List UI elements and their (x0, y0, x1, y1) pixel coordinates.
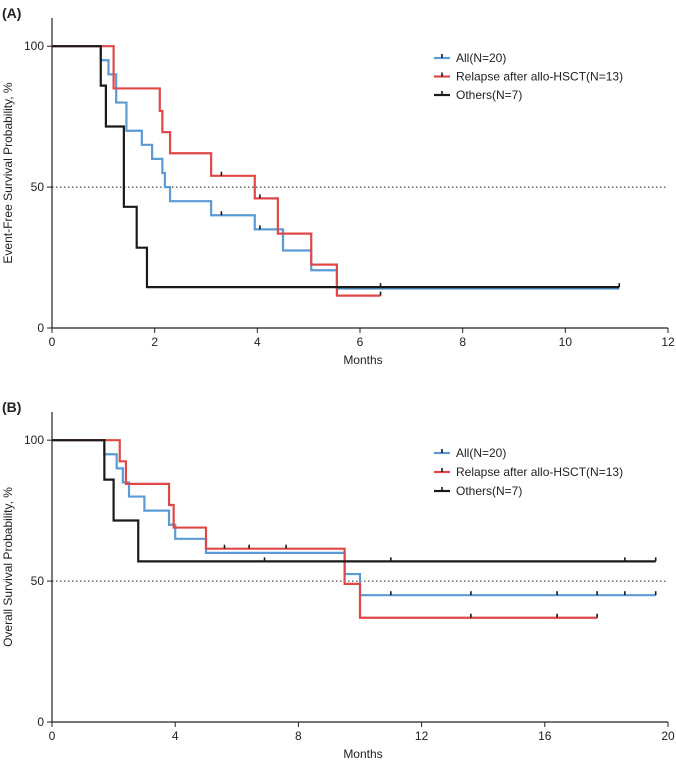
legend-item-relapse-after-allo-hsct-n-13: Relapse after allo-HSCT(N=13) (434, 70, 623, 84)
legend: All(N=20) Relapse after allo-HSCT(N=13) Ot… (434, 446, 623, 498)
y-tick-label: 50 (31, 574, 45, 588)
legend-item-relapse-after-allo-hsct-n-13: Relapse after allo-HSCT(N=13) (434, 465, 623, 479)
legend-label: Relapse after allo-HSCT(N=13) (456, 70, 623, 84)
survival-curve-all-n-20 (52, 439, 656, 597)
y-tick-label: 100 (24, 433, 44, 447)
panel-a-event-free-survival: (A) 0 2 4 6 8 10 12 0 50 100 Months Event-Free Surv… (1, 5, 675, 367)
x-tick-label: 8 (295, 729, 302, 743)
y-tick-label: 0 (37, 321, 44, 335)
y-axis-title: Overall Survival Probability, % (1, 487, 15, 647)
legend-item-all-n-20: All(N=20) (434, 446, 506, 460)
panel-a-label: (A) (2, 5, 21, 21)
survival-curve-relapse-after-allo-hsct-n-13 (52, 45, 381, 297)
legend-label: Others(N=7) (456, 484, 522, 498)
survival-curve-others-n-7 (52, 45, 620, 289)
legend-item-others-n-7: Others(N=7) (434, 88, 522, 102)
legend: All(N=20) Relapse after allo-HSCT(N=13) Ot… (434, 51, 623, 102)
x-tick-label: 10 (559, 335, 573, 349)
series-all-n-20 (52, 439, 657, 597)
legend-item-all-n-20: All(N=20) (434, 51, 506, 65)
x-tick-label: 0 (49, 729, 56, 743)
legend-label: Relapse after allo-HSCT(N=13) (456, 465, 623, 479)
x-tick-label: 12 (661, 335, 675, 349)
x-axis-title: Months (343, 353, 382, 367)
x-tick-label: 2 (151, 335, 158, 349)
y-axis-title: Event-Free Survival Probability, % (1, 82, 15, 264)
series-relapse-after-allo-hsct-n-13 (52, 439, 598, 619)
legend-label: Others(N=7) (456, 88, 522, 102)
legend-label: All(N=20) (456, 51, 506, 65)
series-others-n-7 (52, 439, 657, 563)
series-relapse-after-allo-hsct-n-13 (52, 45, 382, 297)
survival-curve-others-n-7 (52, 439, 656, 563)
series-all-n-20 (52, 45, 620, 290)
x-tick-label: 20 (661, 729, 675, 743)
x-tick-label: 6 (357, 335, 364, 349)
x-tick-label: 16 (538, 729, 552, 743)
x-tick-label: 4 (172, 729, 179, 743)
x-tick-label: 0 (49, 335, 56, 349)
survival-curve-all-n-20 (52, 45, 620, 290)
x-tick-label: 4 (254, 335, 261, 349)
panel-b-overall-survival: (B) 0 4 8 12 16 20 0 50 100 Months Overall Surviva… (1, 399, 675, 761)
legend-item-others-n-7: Others(N=7) (434, 484, 522, 498)
x-tick-label: 8 (459, 335, 466, 349)
series-others-n-7 (52, 45, 621, 289)
y-tick-label: 100 (24, 39, 44, 53)
legend-label: All(N=20) (456, 446, 506, 460)
y-tick-label: 0 (37, 715, 44, 729)
panel-b-label: (B) (2, 399, 21, 415)
x-axis-title: Months (343, 747, 382, 761)
y-tick-label: 50 (31, 180, 45, 194)
x-tick-label: 12 (415, 729, 429, 743)
survival-curve-relapse-after-allo-hsct-n-13 (52, 439, 598, 619)
